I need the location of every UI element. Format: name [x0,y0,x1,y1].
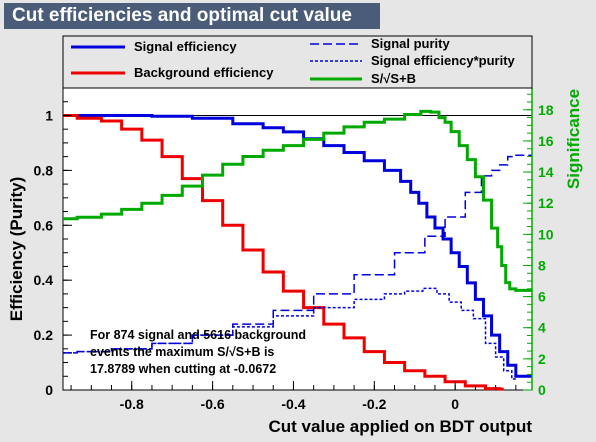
y2-tick-label: 14 [538,164,554,180]
annotation-line-2: events the maximum S/√S+B is [90,345,274,359]
annotation-line-3: 17.8789 when cutting at -0.0672 [90,362,276,376]
y-tick-label: 0.6 [34,217,54,233]
y2-tick-label: 18 [538,102,554,118]
x-tick-label: 0 [451,396,459,412]
y2-tick-label: 10 [538,226,554,242]
y2-axis-title: Significance [564,89,583,189]
y-tick-label: 0.4 [34,272,54,288]
plot-title: Cut efficiencies and optimal cut value [4,3,380,29]
x-tick-label: -0.4 [281,396,305,412]
legend-label-signal-purity: Signal purity [371,36,451,51]
y-tick-label: 1 [45,107,53,123]
x-tick-label: -0.8 [120,396,144,412]
legend-label-background-efficiency: Background efficiency [134,65,274,80]
y2-tick-label: 4 [538,320,546,336]
y2-tick-label: 2 [538,351,546,367]
x-axis-title: Cut value applied on BDT output [269,417,533,436]
y2-tick-label: 6 [538,289,546,305]
y2-tick-label: 8 [538,257,546,273]
series-line-signal-purity [63,154,532,354]
x-tick-label: -0.6 [201,396,225,412]
legend-label-signal-efficiency: Signal efficiency [134,39,237,54]
series-line-signal-efficiency-purity [63,287,516,380]
y2-tick-label: 16 [538,133,554,149]
y-axis-title: Efficiency (Purity) [7,177,26,322]
x-tick-label: -0.2 [362,396,386,412]
legend-box [62,35,533,89]
legend-label-significance: S/√S+B [371,71,416,86]
y2-tick-label: 0 [538,382,546,398]
series-line-background-efficiency [63,113,504,391]
series-line-signal-efficiency [63,113,532,378]
y2-tick-label: 12 [538,195,554,211]
optimal-cut-annotation: For 874 signal and 5616 background event… [90,328,306,376]
series-line-s-s-b [63,109,532,292]
annotation-line-1: For 874 signal and 5616 background [90,328,306,342]
legend-label-signal-efficiency-purity: Signal efficiency*purity [371,53,516,68]
y-tick-label: 0 [45,382,53,398]
y-tick-label: 0.2 [34,327,54,343]
legend: Signal efficiency Background efficiency … [62,35,533,89]
y-tick-label: 0.8 [34,162,54,178]
